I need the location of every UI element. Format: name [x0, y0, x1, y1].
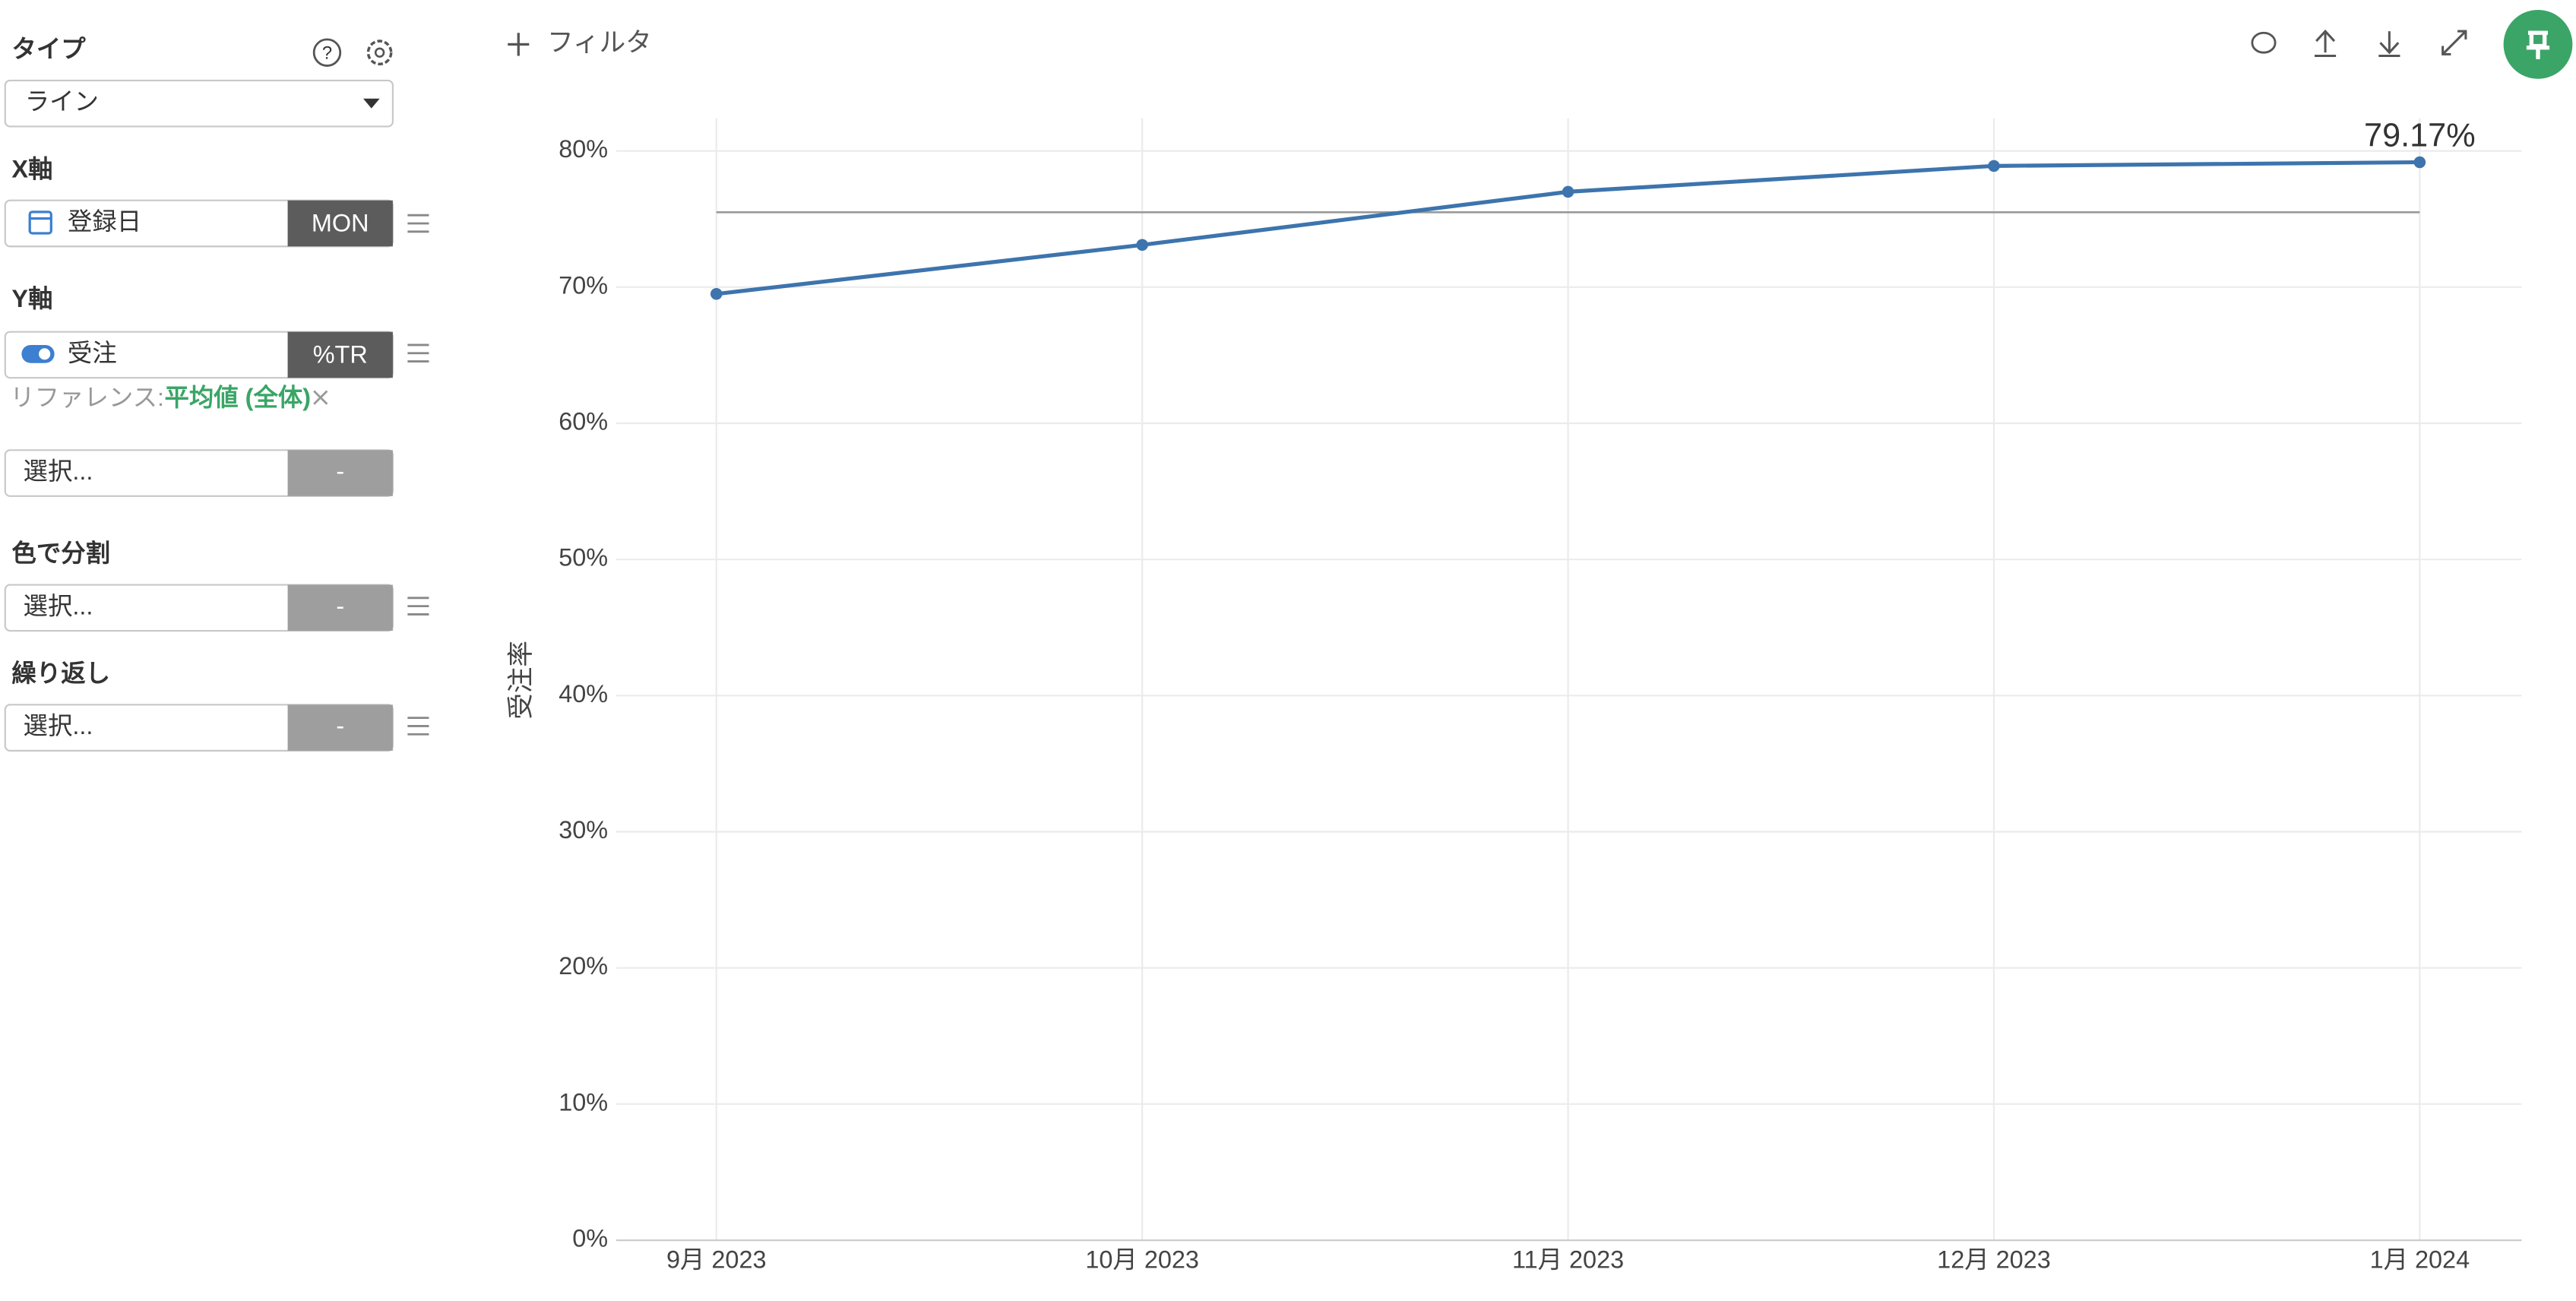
repeat-badge: -: [336, 712, 344, 739]
data-point: [1562, 185, 1574, 198]
y-tick-label: 60%: [559, 408, 608, 435]
reference-prefix: リファレンス:: [10, 384, 164, 411]
filter-button[interactable]: フィルタ: [547, 29, 652, 58]
type-label: タイプ: [11, 36, 86, 63]
x-badge: MON: [312, 210, 369, 237]
dropdown-arrow: [363, 98, 380, 109]
extra-field-value: 選択...: [24, 457, 93, 485]
x-field-value: 登録日: [68, 208, 141, 236]
settings-icon[interactable]: [366, 40, 393, 66]
extra-badge-bg[interactable]: [287, 450, 393, 496]
y-tick-label: 70%: [559, 271, 608, 299]
add-icon[interactable]: [508, 33, 530, 56]
x-tick-label: 9月 2023: [666, 1246, 767, 1274]
color-label: 色で分割: [11, 540, 110, 567]
x-tick-label: 12月 2023: [1937, 1246, 2051, 1274]
y-axis-title: 受注率: [507, 641, 536, 720]
y-tick-label: 10%: [559, 1088, 608, 1116]
y-tick-label: 40%: [559, 680, 608, 707]
color-badge-bg[interactable]: [287, 584, 393, 632]
sidebar: タイプ ? ライン X軸 登録日 MON Y軸 受注 %TR リファレンス: 平…: [4, 36, 429, 752]
x-tick-label: 1月 2024: [2370, 1246, 2470, 1274]
expand-icon[interactable]: [2442, 30, 2467, 55]
reference-value[interactable]: 平均値 (全体): [164, 383, 311, 411]
repeat-badge-bg[interactable]: [287, 704, 393, 751]
calendar-icon: [28, 211, 52, 235]
y-badge-bg[interactable]: [287, 331, 393, 378]
type-dropdown[interactable]: [4, 79, 394, 128]
y-field-value: 受注: [68, 339, 117, 366]
upload-icon[interactable]: [2315, 29, 2337, 58]
color-field-value: 選択...: [24, 592, 93, 619]
reference-remove[interactable]: [313, 390, 328, 405]
pin-icon: [2526, 30, 2550, 59]
x-tick-label: 11月 2023: [1512, 1246, 1624, 1274]
data-point: [2413, 156, 2426, 169]
y-tick-label: 20%: [559, 952, 608, 980]
x-tick-label: 10月 2023: [1085, 1246, 1199, 1274]
data-point: [1988, 160, 2000, 173]
y-tick-label: 30%: [559, 816, 608, 844]
y-tick-label: 0%: [572, 1225, 608, 1252]
color-badge: -: [336, 592, 344, 619]
toolbar: フィルタ: [508, 9, 2573, 79]
extra-badge: -: [336, 457, 344, 485]
x-badge-bg[interactable]: [287, 200, 393, 247]
type-value: ライン: [25, 88, 99, 116]
toggle-knob: [39, 348, 51, 360]
drag-handle[interactable]: [407, 597, 429, 616]
repeat-field-value: 選択...: [24, 712, 93, 739]
value-label: 79.17%: [2364, 118, 2476, 154]
y-axis-label: Y軸: [11, 285, 52, 312]
help-icon[interactable]: [312, 38, 342, 67]
drag-handle[interactable]: [407, 214, 429, 233]
help-glyph: ?: [322, 43, 332, 64]
chart: 9月 2023 10月 2023 11月 2023 12月 2023 1月 2024 0%…: [507, 118, 2522, 1274]
download-icon[interactable]: [2378, 31, 2400, 58]
y-badge: %TR: [313, 341, 368, 369]
y-tick-label: 80%: [559, 135, 608, 163]
drag-handle[interactable]: [407, 343, 429, 362]
settings-center: [374, 47, 385, 58]
drag-handle[interactable]: [407, 717, 429, 736]
x-axis-label: X軸: [11, 155, 52, 182]
repeat-label: 繰り返し: [11, 660, 110, 687]
data-point: [1136, 239, 1148, 252]
y-tick-label: 50%: [559, 544, 608, 571]
data-point: [710, 287, 723, 300]
comment-icon[interactable]: [2251, 31, 2277, 54]
